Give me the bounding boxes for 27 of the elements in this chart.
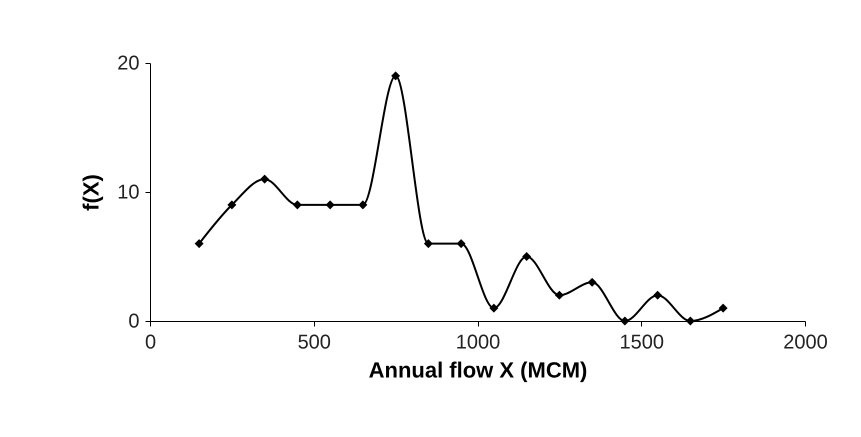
x-tick-label: 1000 xyxy=(456,332,500,354)
y-tick-label: 20 xyxy=(117,52,140,74)
point xyxy=(292,200,302,210)
point xyxy=(620,316,630,326)
point xyxy=(424,239,433,248)
point xyxy=(391,71,400,80)
point xyxy=(554,290,564,300)
x-tick-label: 2000 xyxy=(783,332,828,354)
x-tick-label: 1500 xyxy=(620,332,664,354)
x-tick-label: 500 xyxy=(298,332,331,354)
point xyxy=(456,239,466,248)
point xyxy=(227,200,236,210)
point xyxy=(653,290,662,300)
point xyxy=(358,200,368,210)
point xyxy=(489,304,498,313)
point xyxy=(326,200,335,210)
point xyxy=(686,316,695,326)
point xyxy=(522,252,532,261)
point xyxy=(588,278,597,287)
x-tick-label: 0 xyxy=(144,332,156,354)
point xyxy=(194,239,204,248)
y-axis-title: f(X) xyxy=(78,174,104,211)
x-axis-title: Annual flow X (MCM) xyxy=(368,358,588,382)
point xyxy=(260,174,270,184)
y-tick-label: 10 xyxy=(117,182,140,204)
point xyxy=(718,304,728,313)
y-tick-label: 0 xyxy=(128,310,140,332)
